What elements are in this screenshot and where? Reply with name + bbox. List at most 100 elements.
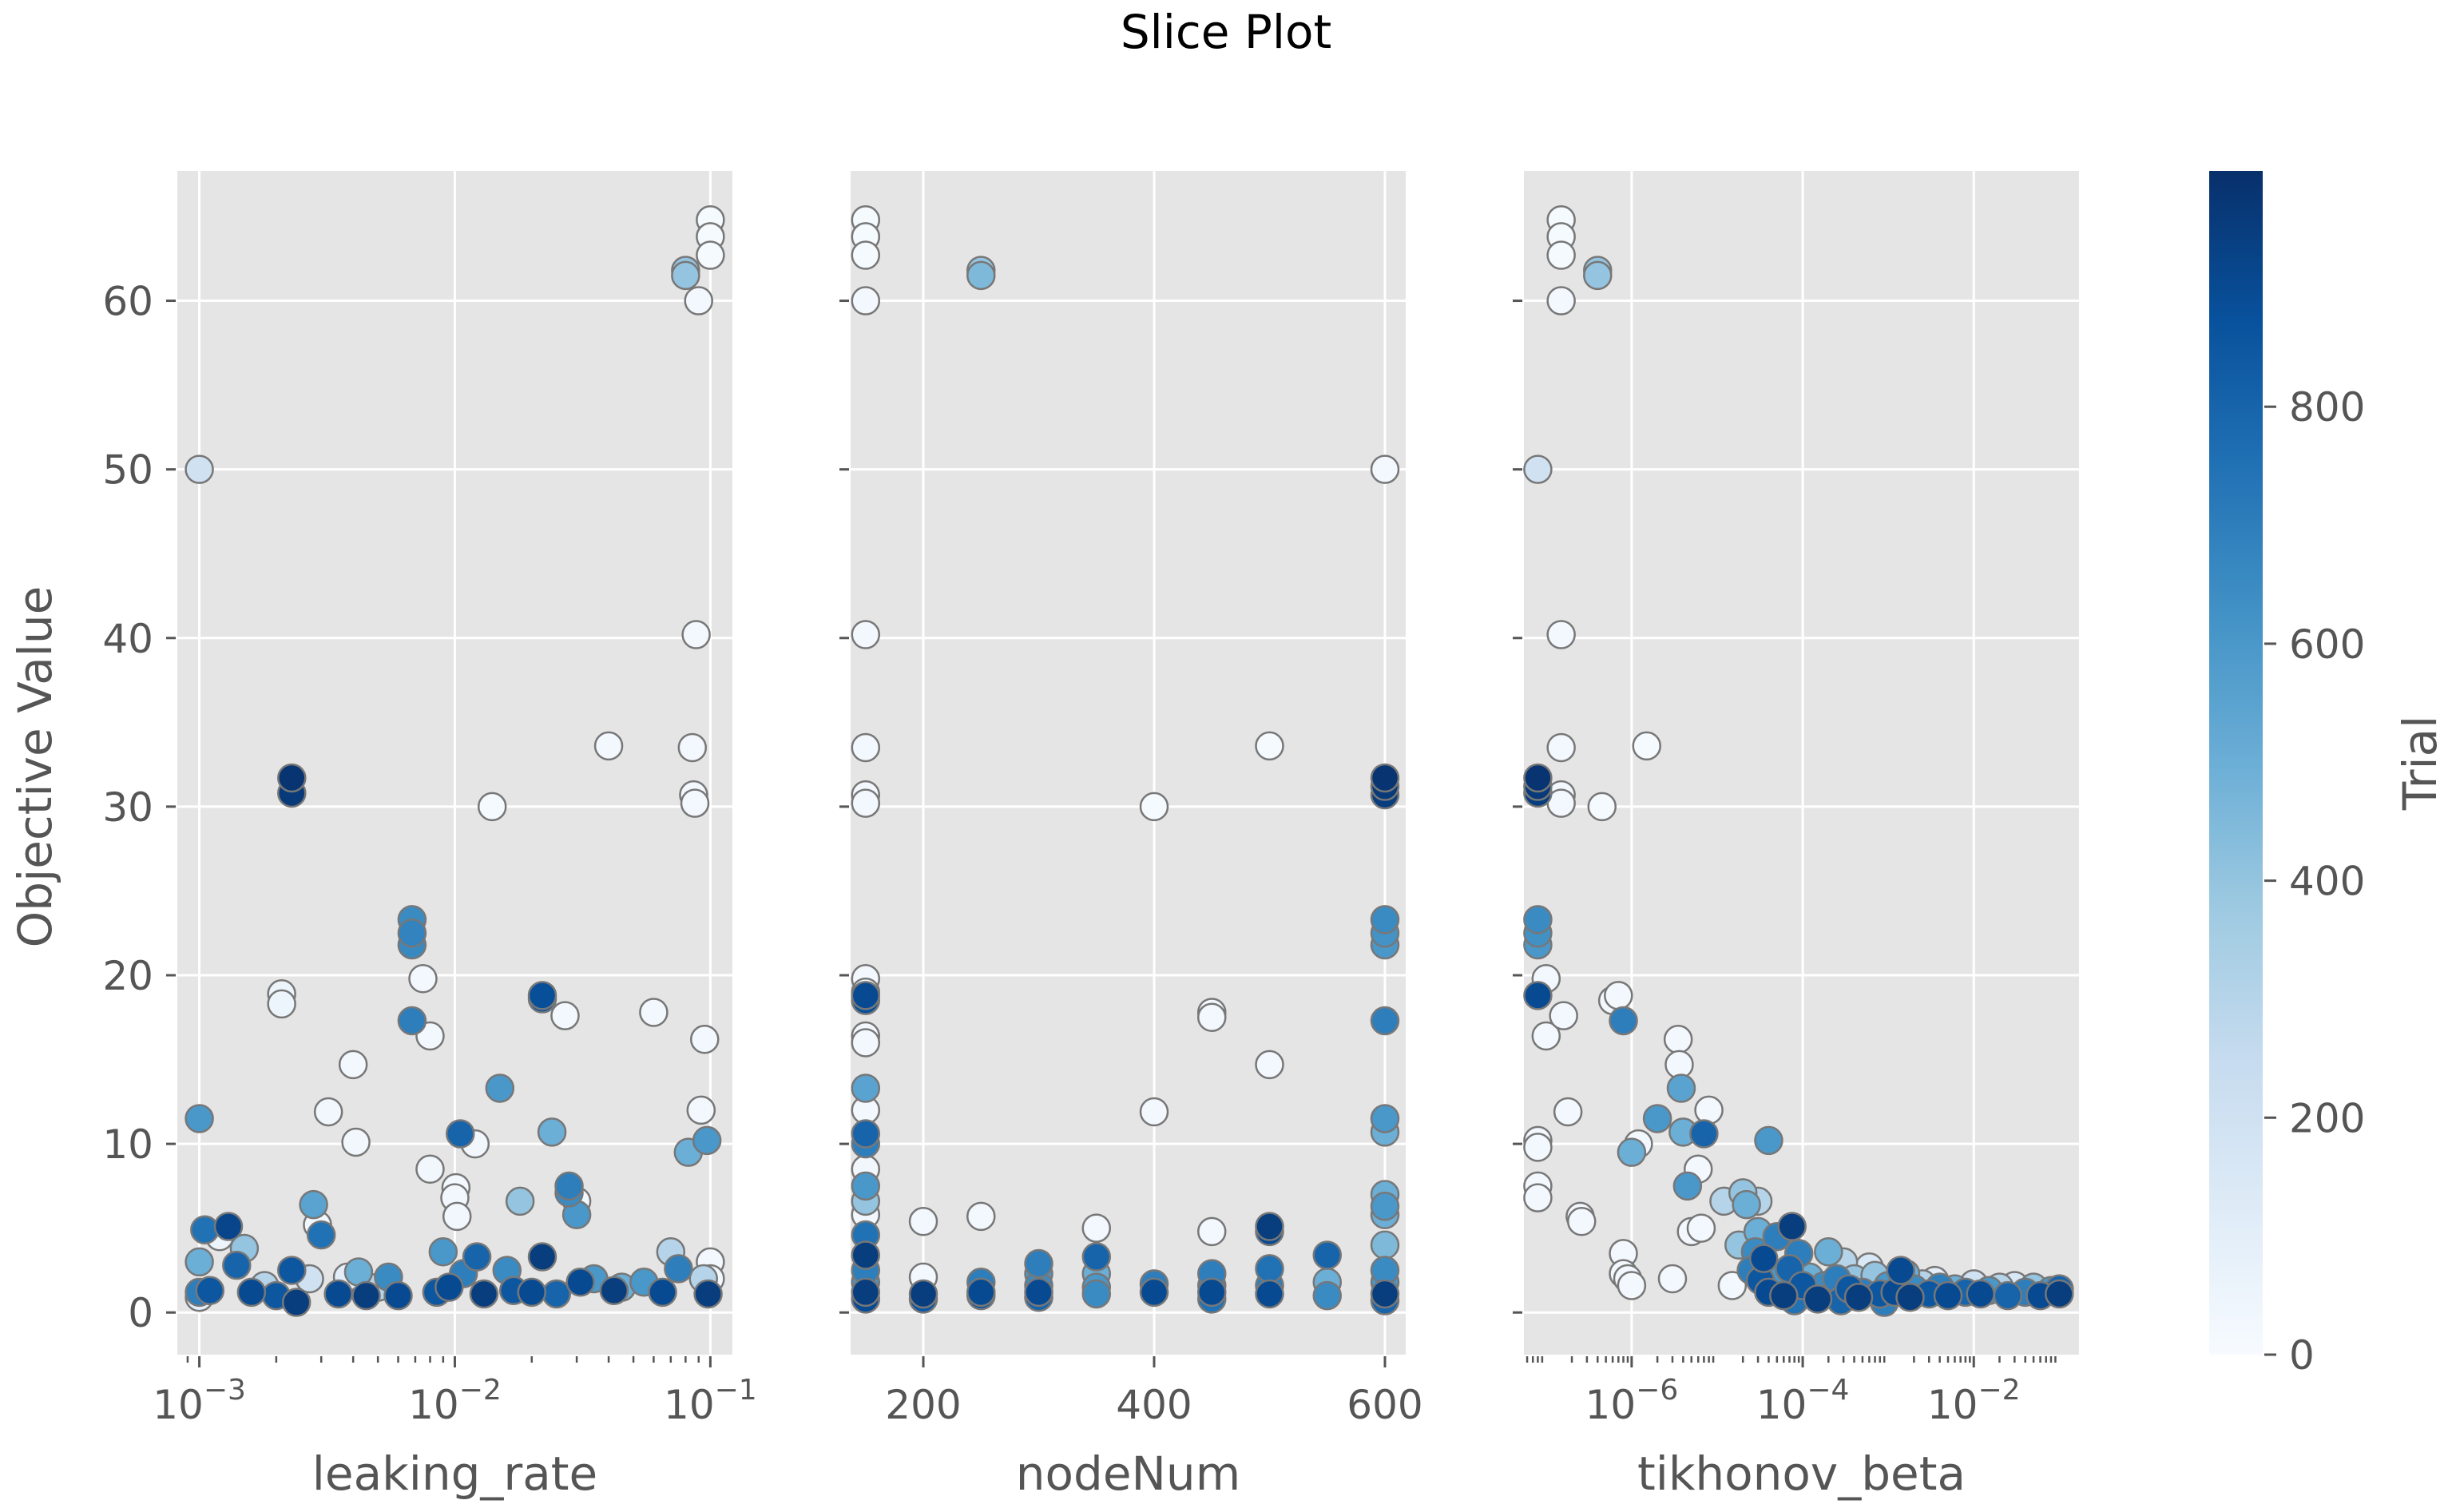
x-tick-label: 10−2: [1927, 1374, 2021, 1428]
colorbar: 0 200 400 600 800 Trial: [2209, 171, 2447, 1379]
data-point: [1604, 981, 1633, 1010]
data-point: [428, 1236, 458, 1267]
data-point: [1886, 1256, 1916, 1285]
data-point: [1139, 1097, 1169, 1127]
data-point: [338, 1050, 368, 1080]
data-point: [277, 1256, 307, 1285]
panel-nodeNum: 200 400 600 nodeNum: [839, 171, 1423, 1501]
data-point: [1081, 1242, 1112, 1272]
data-point: [1553, 1097, 1583, 1127]
data-point: [851, 1277, 881, 1308]
data-point: [537, 1117, 567, 1147]
data-point: [213, 1212, 244, 1241]
data-point: [1139, 792, 1169, 822]
panel-background: [851, 171, 1406, 1355]
x-tick-label: 10−2: [408, 1374, 502, 1428]
data-point: [1255, 1050, 1284, 1080]
data-point: [851, 788, 881, 818]
data-point: [1523, 981, 1553, 1010]
data-point: [2045, 1279, 2074, 1309]
data-point: [1803, 1284, 1833, 1314]
data-point: [696, 240, 725, 270]
data-point: [851, 240, 881, 270]
data-point: [554, 1171, 584, 1201]
data-point: [222, 1250, 252, 1280]
data-point: [341, 1127, 371, 1157]
y-tick-label: 50: [102, 447, 153, 494]
data-point: [1370, 1191, 1400, 1221]
data-point: [527, 981, 557, 1010]
data-point: [1546, 732, 1576, 763]
data-point: [1531, 1021, 1561, 1051]
data-point: [1686, 1213, 1716, 1243]
data-point: [639, 998, 669, 1027]
data-point: [1024, 1248, 1053, 1279]
data-point: [1933, 1280, 1963, 1311]
x-tick-label: 600: [1347, 1382, 1422, 1428]
data-point: [313, 1097, 343, 1127]
data-point: [677, 732, 708, 763]
data-point: [1617, 1271, 1647, 1300]
data-point: [1666, 1073, 1696, 1103]
data-point: [397, 1006, 427, 1036]
data-point: [1370, 1104, 1400, 1133]
data-point: [1546, 620, 1576, 649]
colorbar-ticks: 0 200 400 600 800: [2264, 384, 2365, 1379]
data-point: [1657, 1264, 1688, 1294]
data-point: [505, 1186, 535, 1216]
y-axis-label: Objective Value: [8, 586, 62, 948]
data-point: [236, 1277, 267, 1308]
panel-background: [1524, 171, 2079, 1355]
data-point: [184, 454, 214, 484]
points-leaking_rate: [184, 204, 725, 1317]
data-point: [1777, 1212, 1807, 1241]
y-tick-label: 60: [102, 279, 153, 325]
data-point: [1663, 1024, 1693, 1054]
data-point: [469, 1279, 499, 1309]
data-point: [648, 1277, 677, 1308]
data-point: [383, 1280, 413, 1311]
data-point: [851, 1119, 881, 1149]
data-point: [1993, 1280, 2023, 1311]
data-point: [851, 286, 881, 315]
colorbar-tick-label: 400: [2289, 859, 2365, 905]
data-point: [689, 1024, 720, 1054]
x-tick-label: 10−3: [153, 1374, 246, 1428]
data-point: [593, 731, 624, 761]
colorbar-label: Trial: [2393, 716, 2447, 812]
colorbar-tick-label: 200: [2289, 1095, 2365, 1141]
data-point: [1523, 1133, 1553, 1162]
data-point: [1523, 763, 1553, 793]
data-point: [1523, 905, 1553, 935]
colorbar-tick-label: 800: [2289, 384, 2365, 431]
data-point: [1370, 1279, 1400, 1309]
x-tick-label: 400: [1116, 1382, 1192, 1428]
colorbar-gradient: [2209, 171, 2263, 1355]
x-tick-label: 10−6: [1585, 1374, 1679, 1428]
data-point: [1732, 1189, 1761, 1220]
data-point: [1370, 454, 1400, 484]
data-point: [281, 1288, 311, 1317]
data-point: [1523, 454, 1553, 484]
data-point: [1694, 1095, 1724, 1125]
data-point: [1197, 1216, 1227, 1247]
panel-leaking_rate: 0 10 20 30 40 50 60 10−3 10−2 10−1 leaking_rate: [102, 171, 757, 1501]
data-point: [966, 1201, 996, 1232]
data-point: [1081, 1213, 1112, 1243]
data-point: [565, 1267, 595, 1297]
colorbar-tick-label: 600: [2289, 621, 2365, 668]
data-point: [1895, 1282, 1925, 1312]
data-point: [306, 1220, 336, 1250]
data-point: [408, 963, 438, 994]
data-point: [908, 1279, 938, 1309]
data-point: [1814, 1236, 1843, 1267]
data-point: [1081, 1279, 1112, 1309]
x-tick-label: 10−4: [1756, 1374, 1850, 1428]
data-point: [1583, 260, 1613, 291]
data-point: [851, 1171, 881, 1201]
data-point: [442, 1201, 472, 1232]
data-point: [1255, 1254, 1284, 1284]
data-point: [1843, 1282, 1874, 1312]
data-point: [851, 981, 881, 1010]
data-point: [277, 763, 307, 793]
